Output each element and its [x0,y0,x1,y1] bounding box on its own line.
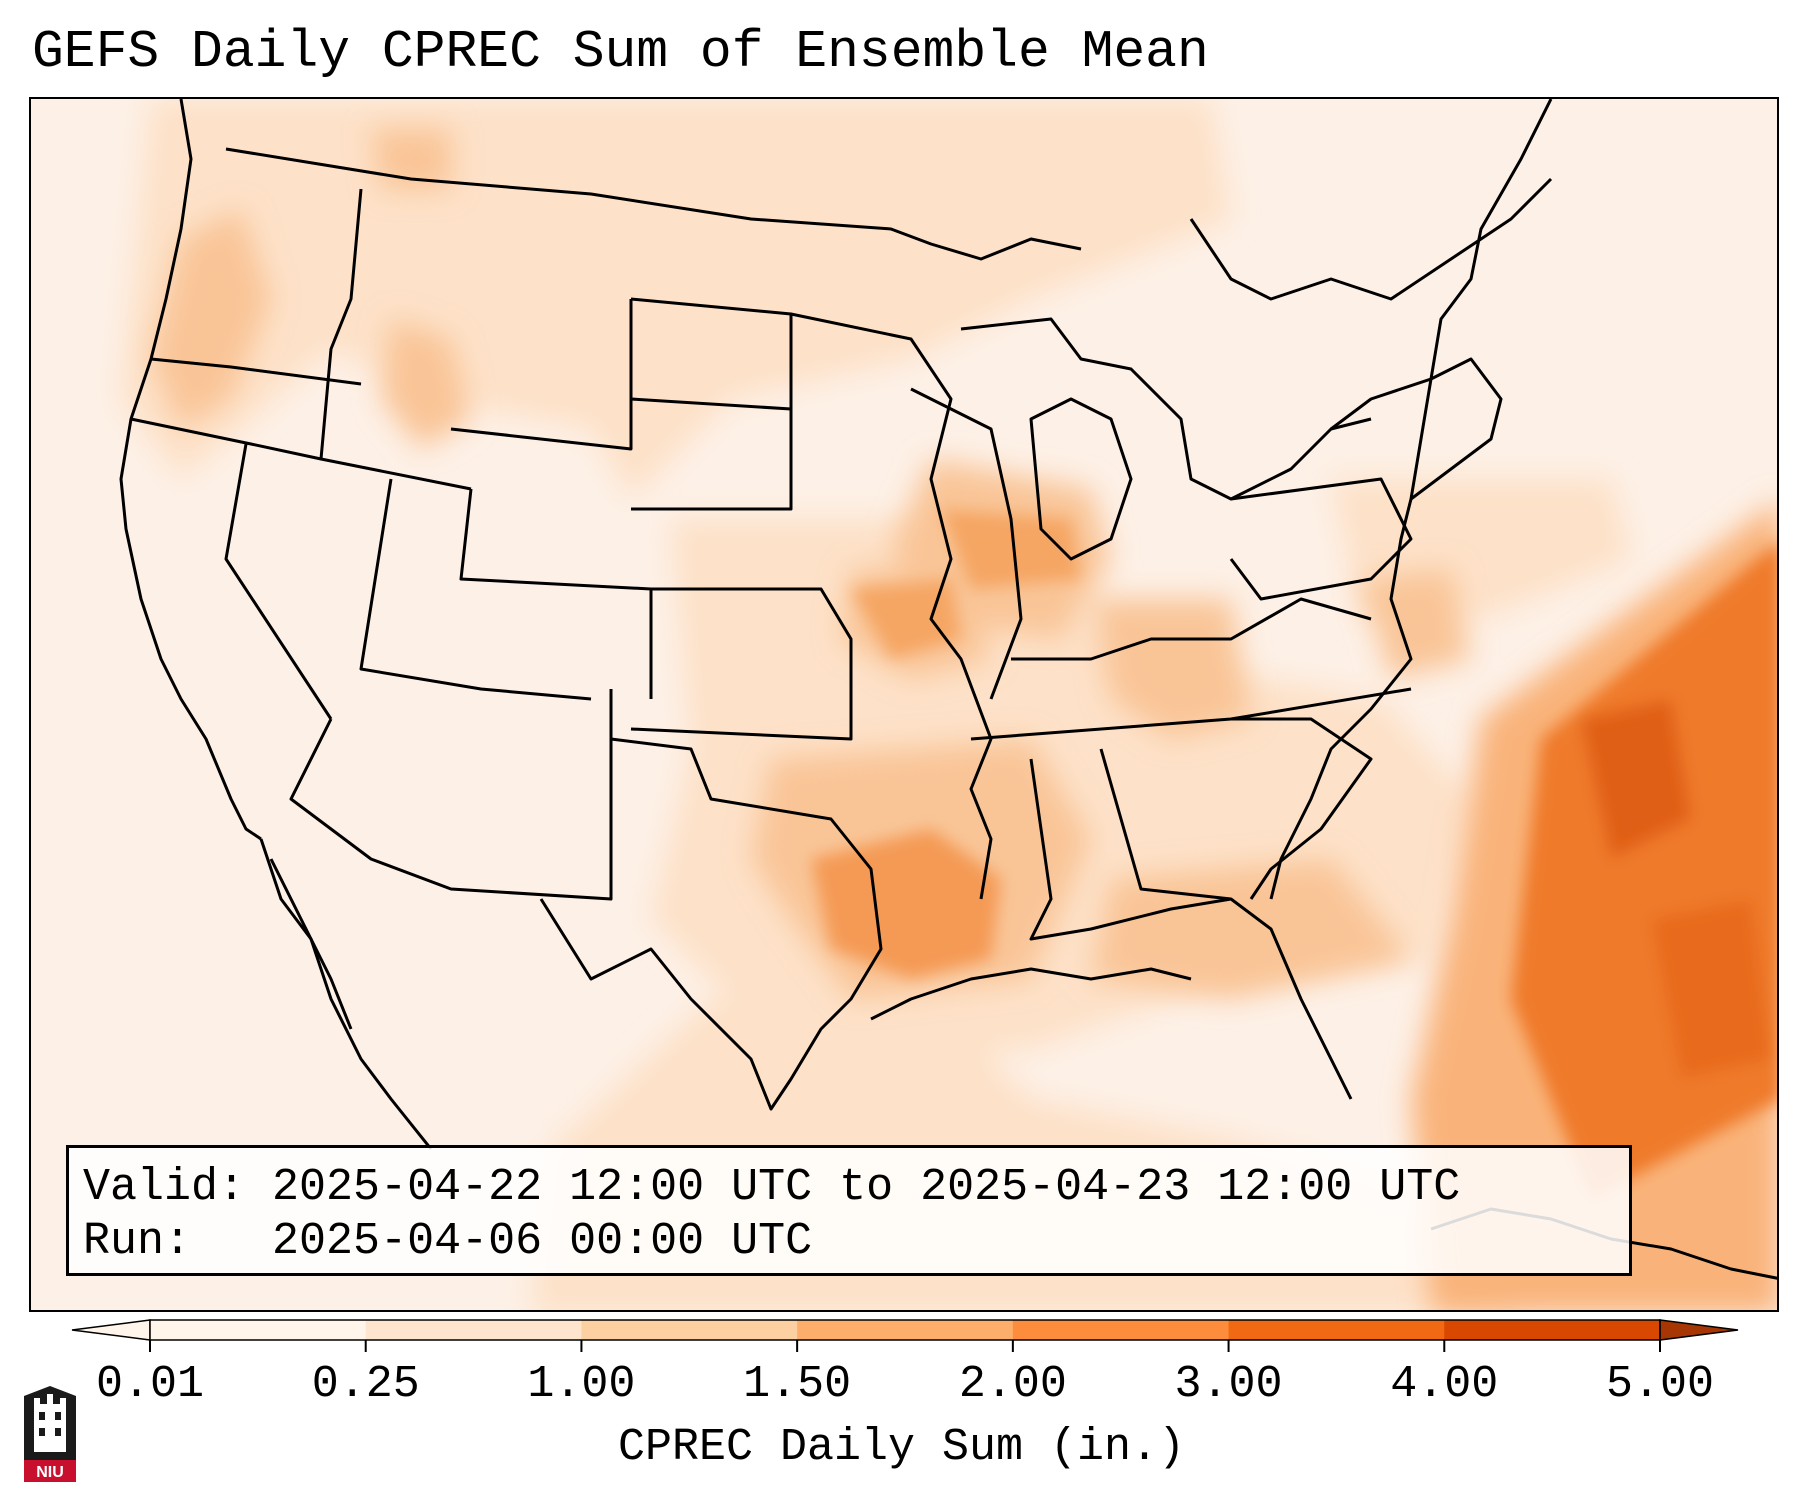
colorbar-tick-label: 0.01 [95,1359,205,1410]
valid-label: Valid: [83,1162,246,1213]
logo-tower-crenel-3 [60,1398,66,1406]
mexico-coast-line [259,838,433,1150]
run-line: Run: 2025-04-06 00:00 UTC [83,1215,1629,1269]
west-coast-line [119,99,262,841]
pa-ny-line [1229,477,1413,601]
gulf-coast-line [870,967,1192,1021]
or-ca-nv-line [130,417,472,491]
valid-run-info-box: Valid: 2025-04-22 12:00 UTC to 2025-04-2… [66,1145,1632,1276]
precipitation-map [29,97,1779,1312]
map-canvas [31,99,1777,1310]
east-coast-line [1269,99,1553,900]
canada-east-line [1189,177,1553,301]
great-lakes-line [960,317,1372,501]
ut-line [359,478,592,701]
state-borders [119,99,1777,1280]
wi-il-line [910,387,1023,700]
logo-tower [34,1404,66,1452]
colorbar-segment [581,1320,798,1340]
tx-line [539,737,883,1111]
canada-border-line [225,147,1082,261]
co-line [459,488,653,699]
logo-window-1 [39,1412,45,1420]
colorbar-tick-label: 3.00 [1174,1359,1283,1410]
logo-tower-crenel-1 [34,1398,40,1406]
ga-al-line [1099,748,1232,901]
map-title: GEFS Daily CPREC Sum of Ensemble Mean [32,22,1209,82]
colorbar-tick-label: 2.00 [958,1359,1067,1410]
colorbar-segment [150,1320,367,1340]
dakotas-line [630,297,793,511]
colorbar-segment [1444,1320,1661,1340]
colorbar-extend-min [71,1319,151,1341]
colorbar-tick-label: 1.00 [527,1359,636,1410]
mi-line [1029,397,1133,561]
colorbar-tick-label: 4.00 [1390,1359,1499,1410]
mn-ia-mo-line [790,312,993,900]
colorbar-tick-label: 5.00 [1605,1359,1715,1410]
id-line [319,188,363,460]
precip-field-heavy [811,509,1777,1199]
niu-logo: NIU [24,1386,76,1482]
northeast-line [1330,357,1503,501]
colorbar-tick-label: 0.25 [311,1359,420,1410]
colorbar-segment [1228,1320,1445,1340]
southeast-line [1029,758,1353,1100]
colorbar-outline [149,1319,1661,1341]
logo-window-4 [55,1428,61,1436]
colorbar-segment [797,1320,1014,1340]
logo-text: NIU [36,1464,64,1481]
nd-sd-line [630,397,792,411]
baja-line [269,858,353,1030]
colorbar-label: CPREC Daily Sum (in.) [617,1422,1186,1473]
colorbar [71,1319,1739,1352]
colorbar-tick-label: 1.50 [743,1359,852,1410]
logo-red-band [24,1460,76,1482]
run-value: 2025-04-06 00:00 UTC [272,1216,813,1267]
valid-line: Valid: 2025-04-22 12:00 UTC to 2025-04-2… [83,1161,1629,1215]
az-nm-line [289,689,613,901]
carolinas-line [1231,717,1373,900]
wa-or-line [150,357,362,386]
logo-window-3 [39,1428,45,1436]
ne-ks-ok-line [630,587,853,741]
colorbar-segment [365,1320,582,1340]
nv-line [224,443,333,720]
logo-window-2 [55,1412,61,1420]
colorbar-segment [1012,1320,1230,1340]
ohio-valley-line [1011,597,1372,661]
colorbar-extend-max [1659,1319,1739,1341]
run-label: Run: [83,1216,192,1267]
valid-value: 2025-04-22 12:00 UTC to 2025-04-23 12:00… [272,1162,1461,1213]
logo-tower-crenel-2 [47,1394,53,1406]
mt-wy-line [450,299,633,451]
